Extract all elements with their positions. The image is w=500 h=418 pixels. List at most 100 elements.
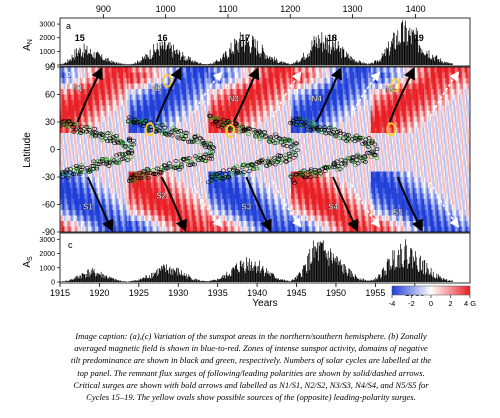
field-cell	[207, 78, 209, 84]
field-cell	[110, 122, 112, 128]
field-cell	[190, 199, 192, 205]
field-cell	[200, 122, 202, 128]
field-cell	[61, 149, 63, 156]
field-cell	[139, 116, 142, 123]
field-cell	[156, 89, 159, 95]
field-cell	[230, 89, 233, 95]
field-cell	[230, 204, 233, 211]
field-cell	[78, 105, 80, 112]
field-cell	[137, 193, 139, 200]
field-cell	[193, 182, 195, 189]
field-cell	[204, 72, 206, 79]
field-cell	[204, 171, 206, 178]
field-cell	[176, 138, 178, 145]
field-cell	[67, 127, 69, 134]
field-cell	[103, 171, 105, 178]
field-cell	[111, 111, 114, 117]
field-cell	[223, 72, 226, 79]
field-cell	[232, 193, 234, 200]
field-cell	[64, 215, 66, 222]
field-cell	[148, 127, 150, 134]
field-cell	[151, 105, 153, 112]
field-cell	[174, 221, 177, 227]
field-cell	[250, 226, 252, 232]
field-cell	[72, 111, 75, 117]
field-cell	[207, 199, 209, 205]
field-cell	[135, 193, 138, 200]
field-cell	[250, 138, 252, 145]
field-cell	[197, 78, 199, 84]
field-cell	[123, 89, 125, 95]
field-cell	[235, 67, 237, 73]
field-cell	[243, 199, 245, 205]
field-cell	[67, 210, 69, 216]
field-cell	[151, 100, 153, 106]
field-cell	[176, 144, 178, 150]
field-cell	[181, 67, 184, 73]
field-cell	[173, 83, 175, 90]
field-cell	[120, 204, 122, 211]
field-cell	[144, 105, 146, 112]
field-cell	[135, 127, 138, 134]
field-cell	[169, 122, 171, 128]
field-cell	[75, 67, 77, 73]
field-cell	[124, 122, 126, 128]
field-cell	[200, 116, 202, 123]
field-cell	[219, 105, 222, 112]
field-cell	[64, 155, 66, 161]
field-cell	[93, 210, 96, 216]
field-cell	[202, 182, 205, 189]
field-cell	[149, 89, 152, 95]
field-cell	[188, 72, 191, 79]
field-cell	[134, 94, 136, 101]
field-cell	[69, 210, 72, 216]
field-cell	[61, 105, 63, 112]
field-cell	[100, 149, 103, 156]
field-cell	[216, 193, 219, 200]
field-cell	[237, 177, 240, 183]
field-cell	[258, 100, 261, 106]
field-cell	[237, 100, 240, 106]
field-cell	[170, 111, 173, 117]
field-cell	[127, 188, 129, 194]
field-cell	[215, 122, 217, 128]
field-cell	[222, 105, 224, 112]
field-cell	[181, 138, 184, 145]
field-cell	[187, 215, 189, 222]
field-cell	[135, 199, 138, 205]
field-cell	[257, 100, 259, 106]
field-cell	[134, 144, 136, 150]
field-cell	[137, 105, 139, 112]
field-cell	[239, 111, 241, 117]
field-cell	[176, 215, 178, 222]
field-cell	[169, 171, 171, 178]
field-cell	[184, 204, 187, 211]
field-cell	[183, 72, 185, 79]
field-cell	[132, 83, 135, 90]
field-cell	[186, 127, 188, 134]
field-cell	[138, 83, 140, 90]
field-cell	[106, 116, 108, 123]
field-cell	[236, 199, 238, 205]
field-cell	[218, 177, 220, 183]
field-cell	[264, 78, 266, 84]
field-cell	[184, 177, 187, 183]
field-cell	[118, 160, 121, 167]
field-cell	[125, 166, 128, 172]
field-cell	[228, 199, 230, 205]
field-cell	[152, 193, 154, 200]
field-cell	[186, 210, 188, 216]
field-cell	[62, 127, 65, 134]
field-cell	[166, 199, 168, 205]
field-cell	[116, 149, 118, 156]
field-cell	[258, 122, 261, 128]
field-cell	[194, 210, 196, 216]
field-cell	[81, 89, 83, 95]
field-cell	[137, 166, 139, 172]
field-cell	[68, 193, 70, 200]
field-cell	[240, 116, 243, 123]
field-cell	[208, 78, 210, 84]
field-cell	[226, 171, 229, 178]
field-cell	[110, 105, 112, 112]
field-cell	[244, 133, 247, 139]
